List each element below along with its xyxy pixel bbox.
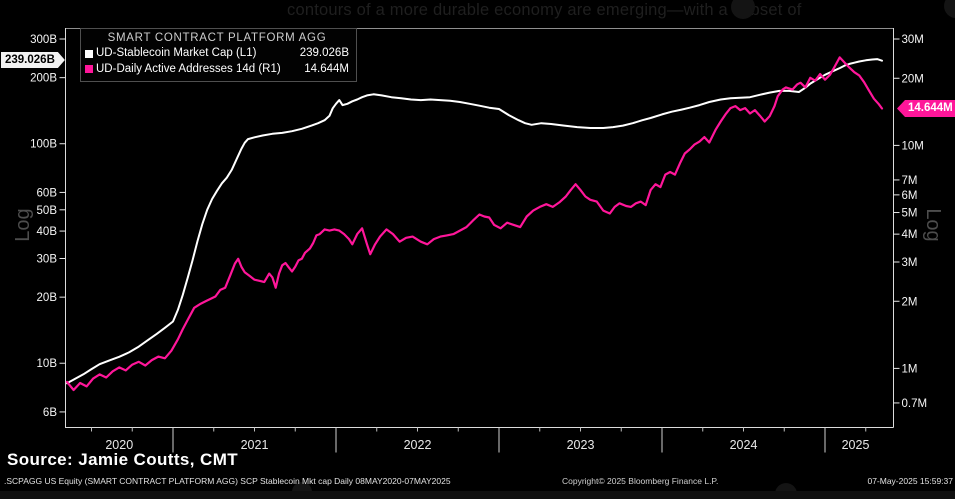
series-line-stablecoin-mktcap (66, 58, 883, 385)
addresses-series-marker-icon (85, 65, 93, 74)
left-axis-tick-label: 300B (30, 34, 57, 46)
year-label: 2021 (241, 438, 269, 452)
left-axis-log-label: Log (12, 208, 34, 242)
left-axis-value-tag: 239.026B (1, 52, 65, 68)
right-axis-tick-label: 1M (902, 363, 918, 375)
series-line-active-addresses (65, 56, 884, 392)
left-axis-tick-label: 6B (43, 407, 57, 419)
source-attribution: Source: Jamie Coutts, CMT (7, 450, 239, 469)
year-label: 2023 (567, 438, 595, 452)
copyright-notice: Copyright© 2025 Bloomberg Finance L.P. (562, 476, 719, 486)
left-axis-tick-label: 100B (30, 139, 57, 151)
left-axis-tick-label: 10B (37, 358, 58, 370)
left-axis-tick-label: 200B (30, 73, 57, 85)
legend-row-stablecoin[interactable]: UD-Stablecoin Market Cap (L1) 239.026B (85, 46, 349, 62)
legend-value-stablecoin: 239.026B (299, 47, 349, 59)
right-axis-tick-label: 4M (902, 229, 918, 241)
year-label: 2025 (842, 438, 870, 452)
background-post-text: contours of a more durable economy are e… (287, 1, 802, 19)
right-axis-tick-label: 20M (902, 73, 924, 85)
right-axis-tick-label: 7M (902, 175, 918, 187)
legend-box[interactable]: SMART CONTRACT PLATFORM AGG UD-Stablecoi… (80, 28, 357, 82)
year-label: 2022 (404, 438, 432, 452)
right-axis-tick-label: 6M (902, 190, 918, 202)
legend-row-active-addresses[interactable]: UD-Daily Active Addresses 14d (R1) 14.64… (85, 62, 349, 78)
right-axis-tick-label: 10M (902, 140, 924, 152)
legend-value-active-addresses: 14.644M (304, 62, 349, 75)
background-corner-circle (944, 0, 955, 18)
right-axis-value-tag: 14.644M (897, 100, 955, 117)
legend-label-active-addresses: UD-Daily Active Addresses 14d (R1) (96, 62, 281, 75)
right-axis-log-label: Log (922, 208, 944, 242)
chart-title: SMART CONTRACT PLATFORM AGG (107, 32, 327, 44)
right-axis-tick-label: 0.7M (902, 398, 928, 410)
right-axis-tick-label: 5M (902, 208, 918, 220)
year-label: 2024 (730, 438, 758, 452)
right-axis-tick-label: 30M (902, 34, 924, 46)
year-label: 2020 (105, 438, 133, 452)
ticker-description: .SCPAGG US Equity (SMART CONTRACT PLATFO… (4, 476, 451, 486)
stablecoin-series-marker-icon (85, 49, 93, 58)
legend-label-stablecoin: UD-Stablecoin Market Cap (L1) (96, 47, 257, 59)
left-axis-tick-label: 20B (37, 292, 58, 304)
background-avatar-circle (731, 0, 755, 19)
left-axis-tick-label: 40B (37, 226, 58, 238)
left-axis-tick-label: 60B (37, 187, 58, 199)
right-axis-tick-label: 2M (902, 296, 918, 308)
left-axis-tick-label: 50B (37, 205, 58, 217)
bottom-strip (0, 491, 955, 499)
right-axis-tick-label: 3M (902, 257, 918, 269)
render-timestamp: 07-May-2025 15:59:37 (867, 476, 953, 486)
left-axis-tick-label: 30B (37, 254, 58, 266)
